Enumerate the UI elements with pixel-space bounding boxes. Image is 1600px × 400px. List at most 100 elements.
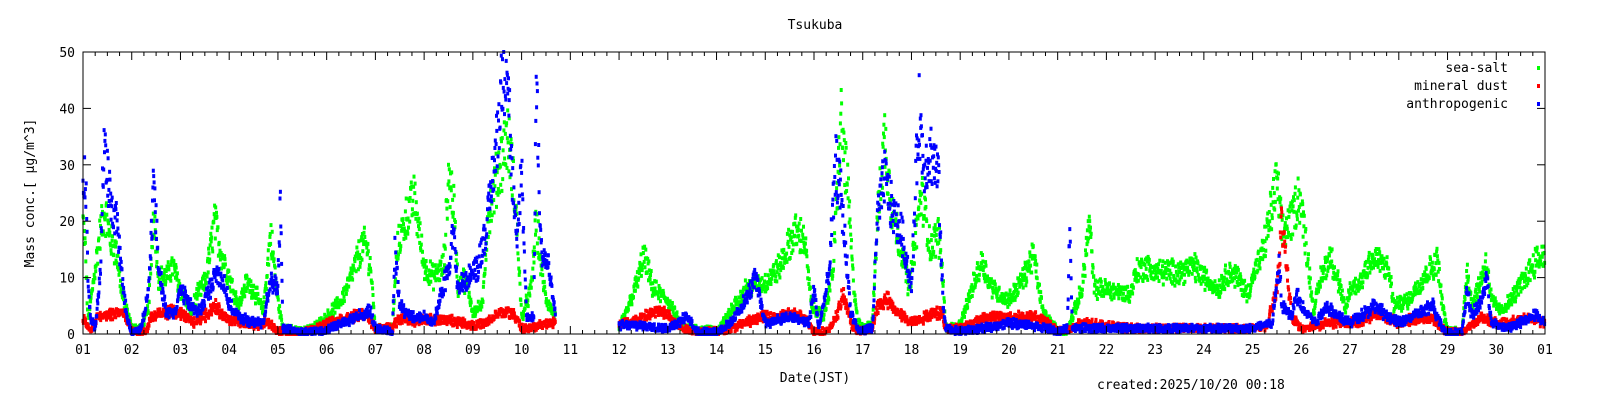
data-point — [1342, 296, 1346, 301]
data-point — [1128, 294, 1132, 299]
data-point — [984, 263, 988, 268]
data-point — [152, 314, 156, 319]
data-point — [784, 257, 788, 262]
data-point — [445, 216, 449, 221]
data-point — [1094, 278, 1098, 283]
data-point — [418, 240, 422, 245]
data-point — [1071, 318, 1075, 323]
data-point — [1507, 303, 1511, 308]
data-point — [1399, 295, 1403, 300]
data-point — [1404, 299, 1408, 304]
data-point — [112, 243, 116, 248]
data-point — [417, 227, 421, 232]
data-point — [981, 253, 984, 257]
data-point — [1211, 281, 1215, 286]
data-point — [154, 249, 158, 254]
data-point — [459, 317, 463, 322]
data-point — [1235, 280, 1239, 284]
data-point — [1243, 278, 1247, 283]
data-point — [670, 304, 674, 308]
data-point — [826, 291, 830, 296]
data-point — [529, 323, 533, 328]
data-point — [1193, 268, 1196, 272]
data-point — [1440, 293, 1444, 298]
data-point — [1423, 278, 1427, 283]
data-point — [628, 302, 632, 307]
data-point — [356, 250, 360, 255]
data-point — [981, 268, 985, 272]
data-point — [149, 271, 153, 276]
data-point — [330, 302, 334, 307]
data-point — [791, 242, 795, 247]
data-point — [211, 249, 215, 254]
data-point — [1245, 299, 1249, 304]
data-point — [1528, 278, 1532, 283]
data-point — [1135, 279, 1139, 284]
data-point — [942, 296, 946, 301]
data-point — [1177, 265, 1181, 270]
data-point — [1081, 273, 1085, 278]
data-point — [753, 279, 757, 284]
data-point — [1252, 267, 1256, 272]
data-point — [522, 313, 526, 318]
data-point — [501, 148, 505, 153]
data-point — [271, 250, 275, 255]
data-point — [233, 293, 237, 297]
data-point — [185, 317, 189, 322]
data-point — [982, 276, 986, 281]
data-point — [768, 268, 772, 273]
data-point — [1116, 287, 1120, 292]
data-point — [633, 282, 637, 287]
data-point — [1038, 297, 1042, 302]
data-point — [347, 284, 351, 289]
data-point — [824, 306, 828, 311]
data-point — [1197, 276, 1201, 281]
data-point — [1390, 281, 1393, 286]
data-point — [1196, 261, 1200, 266]
data-point — [1166, 259, 1169, 264]
data-point — [986, 285, 990, 290]
data-point — [779, 268, 783, 273]
data-point — [1038, 299, 1042, 304]
data-point — [1191, 257, 1195, 262]
data-point — [782, 247, 786, 252]
data-point — [420, 321, 424, 326]
data-point — [838, 163, 842, 168]
data-point — [249, 279, 253, 284]
data-point — [1469, 290, 1473, 295]
data-point — [234, 290, 238, 295]
data-point — [162, 271, 166, 276]
data-point — [215, 306, 219, 311]
data-point — [1101, 285, 1105, 289]
data-point — [683, 329, 687, 334]
data-point — [942, 299, 946, 304]
chart-title: Tsukuba — [788, 18, 843, 33]
data-point — [977, 278, 981, 283]
data-point — [526, 325, 530, 330]
data-point — [1432, 276, 1436, 281]
data-point — [1194, 279, 1198, 284]
data-point — [1031, 244, 1035, 249]
data-point — [535, 212, 539, 217]
data-point — [1275, 186, 1279, 191]
data-point — [209, 231, 213, 236]
data-point — [145, 312, 148, 317]
data-point — [532, 322, 536, 327]
data-point — [881, 141, 885, 146]
data-point — [1080, 287, 1084, 292]
data-point — [1183, 279, 1187, 284]
data-point — [1136, 278, 1140, 283]
data-point — [1288, 204, 1292, 209]
data-point — [1161, 282, 1165, 287]
data-point — [783, 253, 787, 258]
data-point — [215, 303, 218, 308]
data-point — [1019, 278, 1023, 283]
data-point — [1439, 283, 1443, 288]
data-point — [781, 250, 785, 255]
data-point — [826, 300, 830, 305]
data-point — [875, 215, 879, 220]
data-point — [524, 293, 528, 298]
data-point — [214, 205, 218, 210]
data-point — [1371, 253, 1375, 258]
data-point — [1015, 287, 1019, 292]
